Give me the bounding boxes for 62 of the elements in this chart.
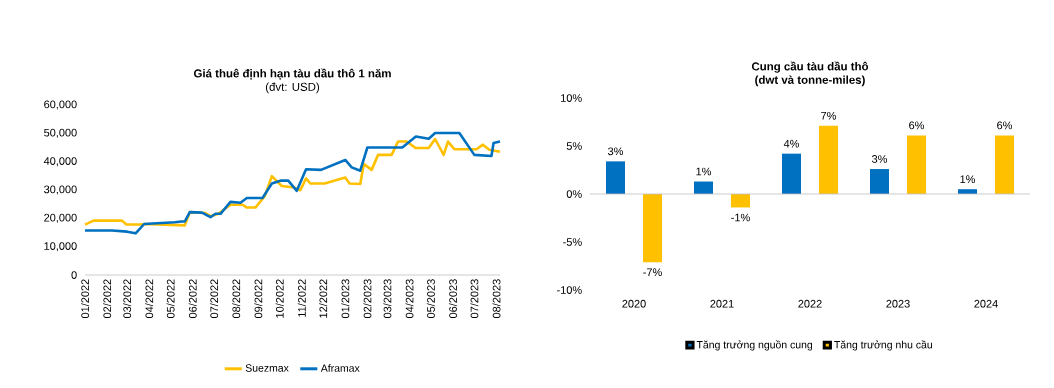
y-tick-label: 60,000 [44,100,77,110]
x-tick-label: 2024 [974,299,998,308]
legend-label: Tăng trưởng nguồn cung [696,340,813,351]
x-tick-label: 08/2022 [232,279,241,319]
x-tick-label: 05/2022 [166,279,175,319]
chart-subtitle: (dwt và tonne-miles) [755,75,865,87]
x-tick-label: 2020 [622,299,646,308]
bar [643,194,663,263]
y-tick-label: 10,000 [44,242,77,252]
x-tick-label: 10/2022 [275,279,284,318]
y-tick-label: 5% [566,142,582,150]
bar [870,169,889,194]
x-tick-label: 05/2023 [426,279,435,319]
x-tick-label: 06/2022 [188,279,197,319]
x-tick-label: 2022 [798,299,822,308]
x-tick-label: 09/2022 [254,279,263,319]
y-tick-label: -5% [563,238,582,246]
data-label: 1% [960,175,976,183]
data-label: 1% [696,167,712,176]
bar [782,153,802,194]
bar [995,135,1015,194]
x-tick-label: 03/2022 [123,279,132,319]
x-tick-label: 2021 [710,299,734,308]
x-tick-label: 01/2023 [341,279,350,319]
x-tick-label: 12/2022 [319,279,328,318]
x-tick-label: 07/2023 [470,279,479,319]
bar [606,161,626,194]
x-tick-label: 04/2022 [145,279,154,319]
data-label: 4% [783,139,800,148]
data-label: -1% [731,213,750,222]
data-label: 6% [909,121,925,130]
chart-title: Cung cầu tàu dầu thô [751,61,869,73]
x-tick-label: 04/2023 [405,279,414,319]
x-tick-label: 2023 [886,299,910,308]
y-tick-label: 50,000 [44,128,77,138]
data-label: 3% [872,155,888,163]
y-tick-label: 30,000 [44,185,77,195]
y-tick-label: 20,000 [44,213,77,223]
x-tick-label: 01/2022 [80,279,90,319]
y-tick-label: 10% [561,94,582,102]
legend-label: Tăng trưởng nhu cầu [834,340,932,351]
x-tick-label: 06/2023 [448,279,457,319]
bar [907,135,927,194]
bar [819,125,839,194]
x-tick-label: 02/2022 [103,279,112,319]
y-tick-label: 0% [566,190,582,198]
data-label: -7% [643,268,662,277]
data-label: 3% [608,147,624,156]
chart-subtitle: (đvt: USD) [265,82,320,94]
chart-title: Giá thuê định hạn tàu dầu thô 1 năm [193,68,391,80]
data-label: 7% [821,111,837,120]
x-tick-label: 11/2022 [297,279,306,317]
legend-label: Suezmax [245,364,289,372]
y-tick-label: 40,000 [43,157,77,167]
x-tick-label: 07/2022 [210,279,219,319]
legend-label: Aframax [320,364,360,372]
x-tick-label: 02/2023 [363,279,372,319]
data-label: 6% [997,121,1013,130]
x-tick-label: 03/2023 [383,279,392,319]
x-tick-label: 08/2023 [492,279,501,319]
y-tick-label: -10% [557,286,582,294]
y-tick-label: 0 [71,271,77,279]
